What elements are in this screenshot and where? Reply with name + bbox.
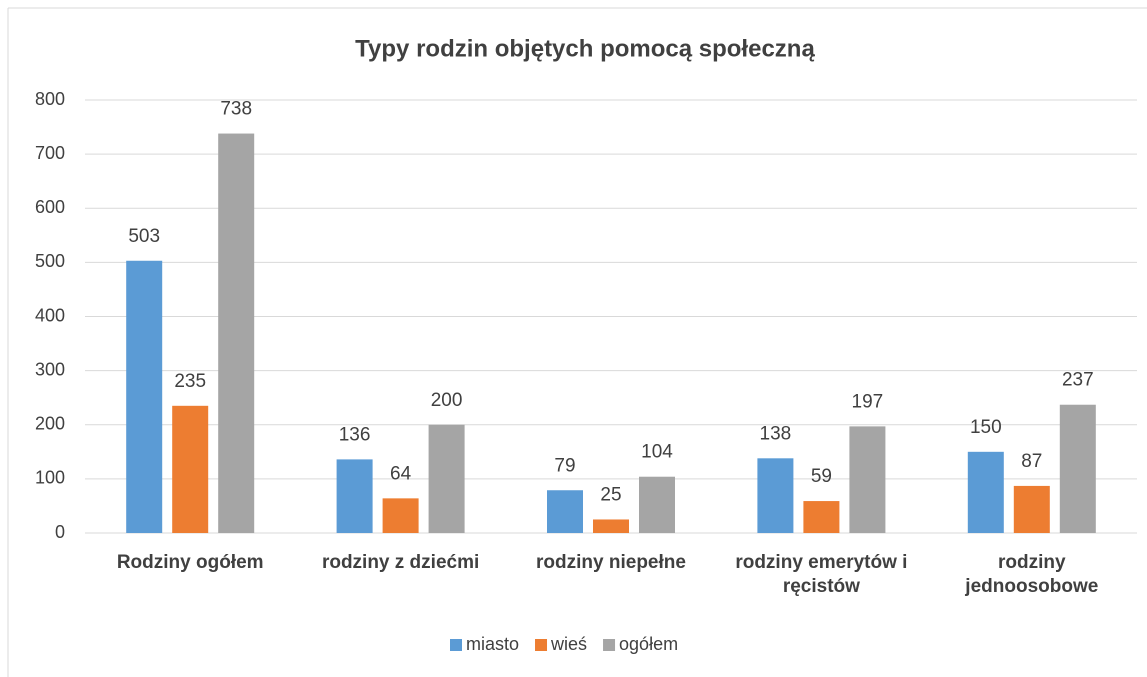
bar [218,133,255,533]
data-label: 104 [641,442,673,463]
data-label: 237 [1062,370,1094,391]
data-label: 197 [852,391,884,412]
x-tick-label: rodziny jednoosobowe [965,552,1099,597]
legend-swatch [535,639,548,651]
bar [547,490,583,533]
data-label: 235 [174,371,206,392]
x-tick-label: rodziny niepełne [536,552,686,573]
data-label: 503 [128,226,160,247]
legend-swatch [450,639,462,651]
y-tick-label: 700 [35,143,65,163]
data-label: 150 [970,417,1002,438]
y-tick-label: 200 [35,414,65,434]
bar [1059,404,1096,533]
bar [336,459,373,533]
legend-label: ogółem [619,634,678,654]
legend-label: miasto [466,634,519,654]
x-tick-label: Rodziny ogółem [116,552,264,573]
bar [967,451,1004,533]
data-label: 136 [339,424,371,445]
y-tick-label: 400 [35,305,65,325]
data-label: 64 [390,463,412,484]
bar [126,260,163,533]
data-label: 25 [600,484,621,505]
data-label: 138 [760,423,792,444]
x-tick-label: rodziny z dziećmi [321,552,480,573]
bar [172,405,209,533]
bar [639,476,675,533]
y-tick-label: 300 [35,359,65,379]
data-label: 738 [220,99,252,120]
y-tick-label: 800 [35,89,65,109]
y-tick-label: 100 [35,468,65,488]
bar [593,519,629,533]
data-label: 200 [431,390,463,411]
bar [1013,485,1050,533]
bar [803,501,840,533]
y-tick-label: 0 [55,522,65,542]
data-label: 59 [811,466,832,487]
x-tick-label: rodziny emerytów i ręcistów [735,552,908,597]
bar [757,458,794,533]
data-label: 79 [554,455,575,476]
bar [849,426,886,533]
chart-title: Typy rodzin objętych pomocą społeczną [355,35,815,62]
bar [428,424,465,533]
legend-swatch [603,639,616,651]
data-label: 87 [1021,451,1042,472]
y-tick-label: 500 [35,251,65,271]
y-tick-label: 600 [35,197,65,217]
bar [382,498,419,533]
legend-label: wieś [550,634,587,654]
